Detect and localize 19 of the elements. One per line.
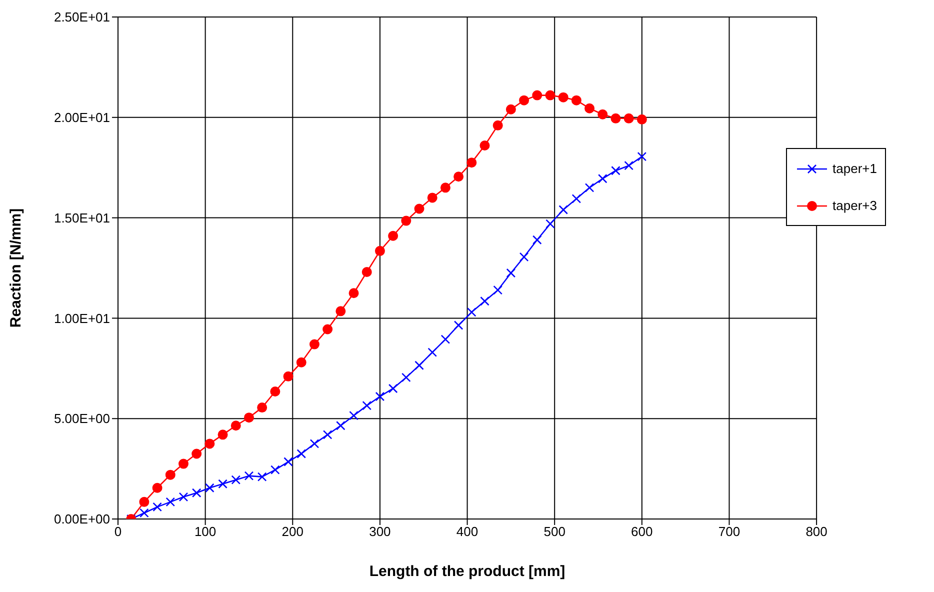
x-tick-label: 200	[282, 524, 304, 540]
legend-label: taper+1	[832, 161, 877, 176]
legend-label: taper+3	[832, 198, 877, 213]
y-tick-label: 2.50E+01	[54, 10, 110, 25]
x-tick-label: 300	[369, 524, 391, 540]
x-tick-label: 400	[456, 524, 478, 540]
y-axis-title: Reaction [N/mm]	[7, 208, 24, 328]
x-tick-label: 500	[544, 524, 566, 540]
x-tick-label: 800	[806, 524, 828, 540]
x-tick-label: 600	[631, 524, 653, 540]
y-tick-label: 1.50E+01	[54, 210, 110, 226]
y-tick-label: 2.00E+01	[54, 110, 110, 126]
x-tick-label: 700	[718, 524, 740, 540]
y-tick-label: 5.00E+00	[54, 411, 110, 426]
y-tick-label: 0.00E+00	[54, 512, 110, 527]
x-tick-label: 0	[114, 524, 122, 540]
x-axis-title: Length of the product [mm]	[369, 563, 566, 580]
x-tick-label: 100	[194, 524, 216, 540]
y-tick-label: 1.00E+01	[54, 310, 110, 326]
